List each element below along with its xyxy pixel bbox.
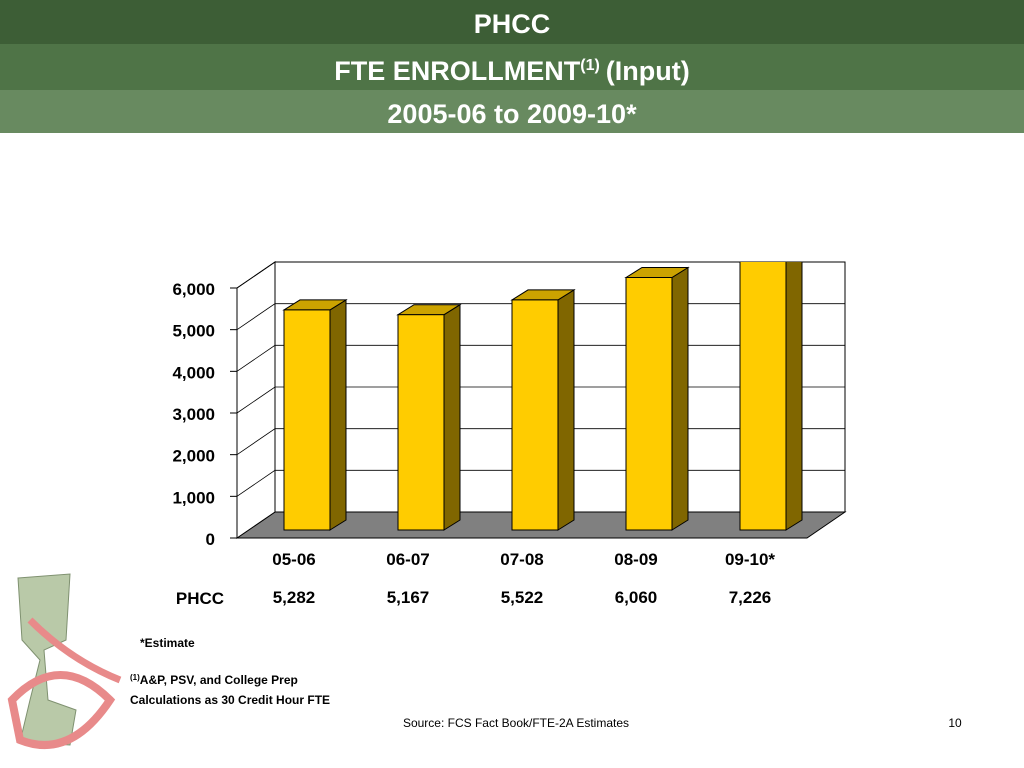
y-tick-label: 0 [206,530,215,549]
y-tick-label: 1,000 [172,488,215,507]
data-table-value: 5,282 [273,588,316,607]
footnote-1: (1)A&P, PSV, and College Prep [130,673,298,687]
data-table-value: 6,060 [615,588,658,607]
bar-side [671,266,689,531]
x-tick-label: 05-06 [272,550,315,569]
y-tick-label: 2,000 [172,447,215,466]
title-line1: PHCC [474,9,551,39]
footnote-sup: (1) [130,673,140,682]
bar-top [740,219,802,229]
bars [282,219,803,531]
title-sup: (1) [580,57,600,74]
grid-line [236,261,845,289]
title-line3: 2005-06 to 2009-10* [387,99,637,129]
bar-side [785,262,803,531]
title-band-3 [0,90,1024,133]
footnote-text: A&P, PSV, and College Prep [140,673,298,687]
x-tick-label: 08-09 [614,550,657,569]
title-main: FTE ENROLLMENT [334,56,580,86]
y-tick-label: 5,000 [172,322,215,341]
data-table-series-name: PHCC [176,589,224,608]
x-tick-label: 09-10* [725,550,775,569]
footnote-2: Calculations as 30 Credit Hour FTE [130,693,330,707]
x-tick-label: 07-08 [500,550,543,569]
money-icon [7,573,122,749]
bar [739,262,787,531]
y-tick-label: 6,000 [172,280,215,299]
bar [511,299,559,531]
bar [283,309,331,531]
bar [625,277,673,531]
title-band-2 [0,44,1024,90]
data-table-value: 7,226 [729,588,772,607]
bar-side [329,299,347,531]
data-table-value: 5,522 [501,588,544,607]
bar-side [443,303,461,531]
source: Source: FCS Fact Book/FTE-2A Estimates [403,716,629,730]
data-table-value: 5,167 [387,588,430,607]
x-tick-label: 06-07 [386,550,429,569]
chart: 0 1,000 2,000 3,000 4,000 5,000 6,000 05-06 5,28… [172,219,847,608]
title-band-1 [0,0,1024,44]
y-tick-label: 4,000 [172,363,215,382]
bar [397,314,445,531]
page-number: 10 [948,716,962,730]
title-end: (Input) [606,56,690,86]
estimate-note: *Estimate [140,636,195,650]
title-line2: FTE ENROLLMENT(1) (Input) [334,56,690,86]
bar-side [557,289,575,531]
y-tick-label: 3,000 [172,405,215,424]
